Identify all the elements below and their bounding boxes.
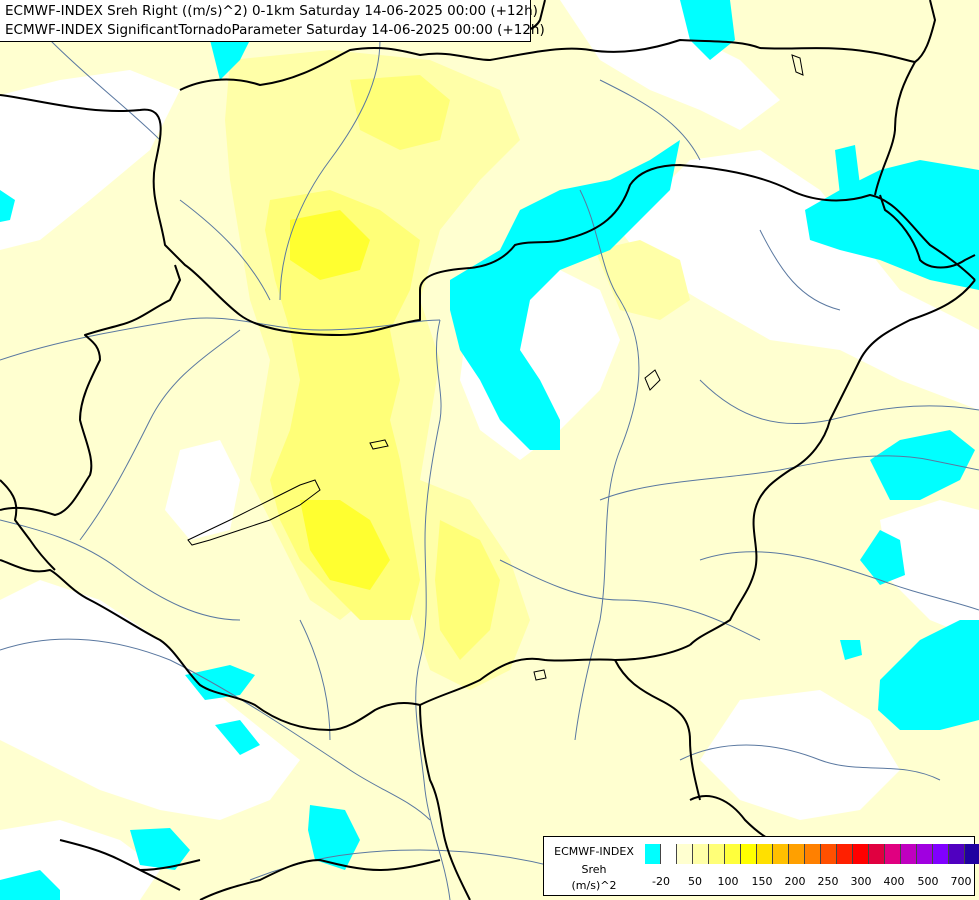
legend-swatch (965, 844, 979, 864)
legend-tick-label: 100 (717, 875, 739, 888)
legend-swatch (661, 844, 677, 864)
legend-swatch (805, 844, 821, 864)
color-legend: ECMWF-INDEX Sreh (m/s)^2 -20 50 100 150 200 2… (543, 836, 979, 896)
legend-tick-label: 400 (883, 875, 905, 888)
legend-tick-label: 250 (817, 875, 839, 888)
legend-swatch (645, 844, 661, 864)
legend-tick-label: 700 (950, 875, 972, 888)
legend-tick-label: 500 (917, 875, 939, 888)
legend-swatch (917, 844, 933, 864)
legend-swatch (949, 844, 965, 864)
legend-swatch (885, 844, 901, 864)
map-header: ECMWF-INDEX Sreh Right ((m/s)^2) 0-1km S… (0, 0, 545, 42)
legend-swatch (773, 844, 789, 864)
header-line-1: ECMWF-INDEX Sreh Right ((m/s)^2) 0-1km S… (5, 3, 538, 19)
legend-swatch (757, 844, 773, 864)
legend-title-model: ECMWF-INDEX (554, 845, 634, 858)
legend-swatch (933, 844, 949, 864)
lake-outlines (187, 54, 804, 681)
legend-tick-label: 50 (688, 875, 702, 888)
legend-swatch (677, 844, 693, 864)
bright-yellow-areas (290, 210, 390, 590)
legend-tick-label: 150 (751, 875, 773, 888)
legend-swatch (853, 844, 869, 864)
legend-swatch (741, 844, 757, 864)
legend-tick-label: -20 (652, 875, 670, 888)
legend-tick-label: 300 (850, 875, 872, 888)
legend-swatch (693, 844, 709, 864)
legend-color-bar (645, 844, 979, 864)
rivers (0, 39, 979, 900)
legend-swatch (709, 844, 725, 864)
legend-tick-label: 200 (784, 875, 806, 888)
legend-swatch (725, 844, 741, 864)
legend-swatch (869, 844, 885, 864)
legend-swatch (821, 844, 837, 864)
legend-swatch (901, 844, 917, 864)
legend-tick-labels: -20 50 100 150 200 250 300 400 500 700 (645, 875, 975, 889)
legend-swatch (789, 844, 805, 864)
legend-swatch (837, 844, 853, 864)
header-line-2: ECMWF-INDEX SignificantTornadoParameter … (5, 22, 545, 38)
legend-title-variable: Sreh (581, 863, 607, 876)
legend-title-unit: (m/s)^2 (571, 879, 617, 892)
